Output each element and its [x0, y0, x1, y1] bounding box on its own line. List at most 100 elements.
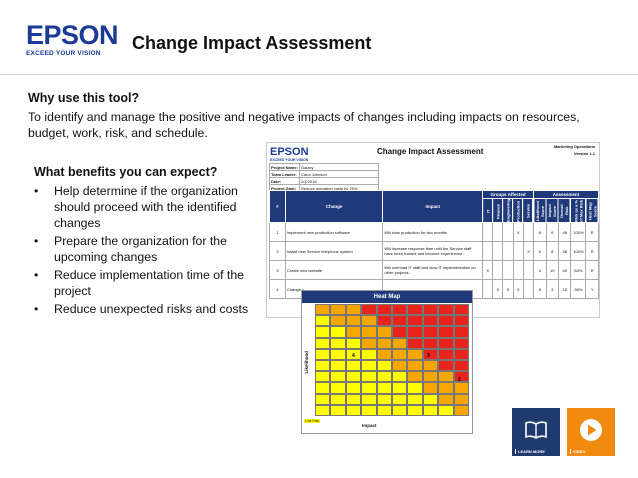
row-score: 48	[557, 222, 572, 242]
heat-map-cell	[392, 371, 408, 383]
col-impact-score: Impact Score	[546, 198, 559, 223]
heat-map-cell	[438, 348, 454, 360]
epson-logo: EPSON EXCEED YOUR VISION	[26, 20, 119, 58]
row-score: 48	[557, 241, 572, 261]
col-risk-pct: Risk as a % of Max Risk	[570, 198, 586, 223]
heat-map-cell	[392, 337, 408, 349]
heat-map-cell	[453, 371, 469, 383]
row-num: 4	[269, 279, 286, 299]
heat-map-marker: 4	[352, 353, 355, 359]
video-button[interactable]: VIDEO	[567, 408, 615, 456]
heat-map-cell	[453, 393, 469, 405]
heat-map-cell	[376, 304, 392, 316]
heat-map-cell	[345, 304, 362, 316]
col-likelihood: Likelihood Score	[533, 198, 546, 223]
why-heading: Why use this tool?	[28, 91, 140, 105]
col-overall-risk: Overall Risk	[558, 198, 571, 223]
heat-map-cell	[315, 315, 331, 327]
heat-map-cell	[361, 304, 377, 316]
row-score: R	[585, 241, 599, 261]
heat-map-cell	[330, 360, 346, 372]
row-group-mark	[482, 279, 494, 299]
heat-map-cell	[453, 360, 469, 372]
row-score: 10	[545, 260, 559, 280]
row-group-mark: X	[482, 260, 494, 280]
heat-map-cell	[438, 382, 454, 394]
heat-map-cell	[422, 382, 439, 394]
worksheet-logo-tagline: EXCEED YOUR VISION	[270, 158, 309, 162]
heat-map-cell	[438, 371, 454, 383]
heat-map-cell	[361, 404, 377, 416]
heat-map-cell	[376, 348, 392, 360]
heat-map-xlabel: Impact	[362, 423, 377, 428]
row-change: Install new Service telephone system	[284, 241, 384, 261]
row-impact: Will slow production for two months	[382, 222, 484, 242]
heat-map-cell	[438, 393, 454, 405]
col-heat-score: Heat Map Score	[585, 198, 599, 223]
heat-map-cell	[315, 326, 331, 338]
heat-map-cell	[330, 315, 346, 327]
heat-map-cell	[330, 348, 346, 360]
benefit-item: Reduce unexpected risks and costs	[34, 301, 259, 317]
benefits-list: Help determine if the organization shoul…	[34, 183, 259, 319]
row-group-mark	[522, 222, 535, 242]
row-group-mark: X	[502, 279, 514, 299]
row-group-mark	[512, 260, 524, 280]
heat-map-cell	[422, 315, 439, 327]
heat-map-cell	[345, 382, 362, 394]
heat-map-cell	[330, 393, 346, 405]
heat-map-cell	[345, 371, 362, 383]
heat-map-cell	[392, 360, 408, 372]
info-key: Project Name:	[269, 163, 300, 171]
heat-map-cell	[407, 304, 423, 316]
heat-map-cell	[361, 371, 377, 383]
benefit-item: Prepare the organization for the upcomin…	[34, 233, 259, 265]
heat-map-cell	[392, 382, 408, 394]
heat-map-cell	[453, 337, 469, 349]
col-num: #	[269, 190, 286, 223]
row-score: Y	[585, 279, 599, 299]
heat-map-cell	[438, 404, 454, 416]
worksheet-logo: EPSON	[270, 146, 309, 158]
row-impact: Will overload IT staff and slow IT imple…	[382, 260, 484, 280]
heat-map-cell	[453, 348, 469, 360]
info-value: Carol Johnson	[299, 170, 379, 178]
heat-map-cell	[422, 337, 439, 349]
learn-more-button[interactable]: LEARN MORE	[512, 408, 560, 456]
row-group-mark	[482, 222, 494, 242]
info-key: Date:	[269, 177, 300, 185]
col-production: Production	[513, 198, 524, 223]
row-group-mark	[502, 241, 514, 261]
worksheet-preview: EPSON EXCEED YOUR VISION Change Impact A…	[266, 142, 600, 318]
worksheet-change-table: # Change Impact Groups Affected Assessme…	[269, 190, 599, 299]
heat-map-cell	[330, 304, 346, 316]
heat-map-cell	[315, 348, 331, 360]
heat-map-cell	[422, 348, 439, 360]
heat-map-cell	[392, 348, 408, 360]
video-label: VIDEO	[570, 449, 585, 454]
info-value: 2/1/2016	[299, 177, 379, 185]
heat-map-cell	[376, 326, 392, 338]
heat-map: Heat Map Likelihood Low Risk Impact 4 3 …	[301, 290, 473, 434]
col-group-groups: Groups Affected	[482, 190, 535, 199]
col-engineering: Engineering	[502, 198, 514, 223]
table-row: 3 Create new website Will overload IT staf…	[269, 260, 599, 280]
heat-map-cell	[438, 337, 454, 349]
row-score: 4	[533, 260, 547, 280]
row-num: 2	[269, 241, 286, 261]
heat-map-cell	[453, 382, 469, 394]
heat-map-cell	[453, 404, 469, 416]
heat-map-cell	[315, 404, 331, 416]
row-num: 1	[269, 222, 286, 242]
page-title: Change Impact Assessment	[132, 33, 372, 53]
heat-map-cell	[407, 315, 423, 327]
logo-wordmark: EPSON	[26, 20, 119, 50]
heat-map-cell	[392, 304, 408, 316]
row-score: 8	[545, 241, 559, 261]
worksheet-dept: Marketing Operations	[553, 144, 595, 149]
col-service: Service	[523, 198, 534, 223]
row-change: Create new website	[284, 260, 384, 280]
heat-map-cell	[330, 404, 346, 416]
heat-map-cell	[361, 393, 377, 405]
heat-map-cell	[376, 404, 392, 416]
